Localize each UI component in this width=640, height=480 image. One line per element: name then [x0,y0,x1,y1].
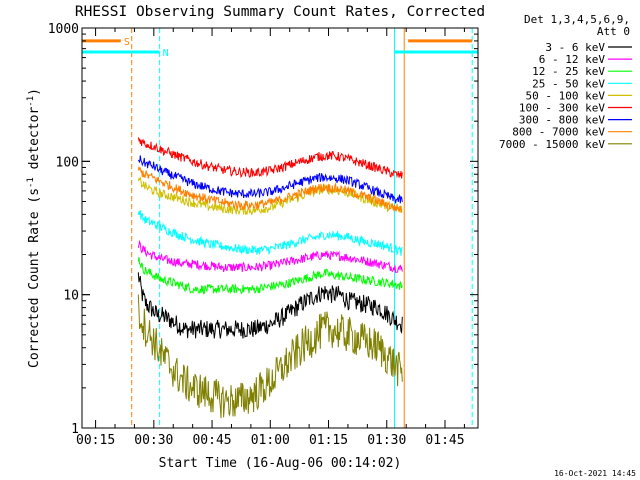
axis-ticks: 1 10 100 1000 00:15 00:30 00:45 01:00 01:15 01:30… [48,22,478,448]
legend-entry-label: 25 - 50 keV [532,77,605,90]
legend-entry-label: 800 - 7000 keV [512,126,605,139]
legend-entry-label: 50 - 100 keV [526,89,606,102]
x-tick-label: 01:30 [367,433,406,448]
y-axis-label: Corrected Count Rate (s-1 detector-1) [26,88,42,368]
x-tick-label: 01:00 [251,433,290,448]
series-line [137,294,403,419]
x-tick-label: 00:15 [76,433,115,448]
y-tick-label: 100 [56,155,79,170]
footer-date: 16-Oct-2021 14:45 [554,469,636,478]
y-axis-label-end: ) [27,88,42,96]
legend-entry-label: 6 - 12 keV [539,53,606,66]
series-line [137,166,403,213]
x-axis-label: Start Time (16-Aug-06 00:14:02) [159,456,402,471]
y-axis-label-main: Corrected Count Rate (s [27,188,42,368]
x-tick-label: 01:45 [425,433,464,448]
series-line [137,272,403,339]
y-tick-label: 10 [63,289,79,304]
x-tick-label: 01:15 [309,433,348,448]
series-line [137,239,403,273]
series-line [137,210,403,256]
y-tick-label: 1 [71,422,79,437]
legend-entry-label: 300 - 800 keV [519,114,605,127]
y-axis-label-sup1: -1 [26,177,36,188]
legend-entry-label: 3 - 6 keV [545,41,605,54]
plot-frame [81,27,479,429]
y-tick-label: 1000 [48,22,79,37]
legend-header-line1: Det 1,3,4,5,6,9, [524,13,630,26]
y-axis-label-sup2: -1 [26,96,36,107]
series-line [137,137,403,179]
y-axis-label-mid: detector [27,107,42,178]
series-line [137,176,403,216]
svg-text:Corrected Count Rate (s-1 dete: Corrected Count Rate (s-1 detector-1) [26,88,42,368]
series-line [137,155,403,204]
series-line [137,256,403,295]
chart-title: RHESSI Observing Summary Count Rates, Co… [75,4,485,20]
flag-label: N [163,48,169,59]
x-tick-label: 00:45 [192,433,231,448]
flag-label: S [124,37,130,48]
legend-entry-label: 100 - 300 keV [519,102,605,115]
x-tick-label: 00:30 [134,433,173,448]
legend-entry-label: 12 - 25 keV [532,65,605,78]
legend-header-line2: Att 0 [597,25,630,38]
legend-entry-label: 7000 - 15000 keV [499,138,605,151]
plot-clip-group [82,28,478,428]
plot-area: SN [82,28,478,428]
